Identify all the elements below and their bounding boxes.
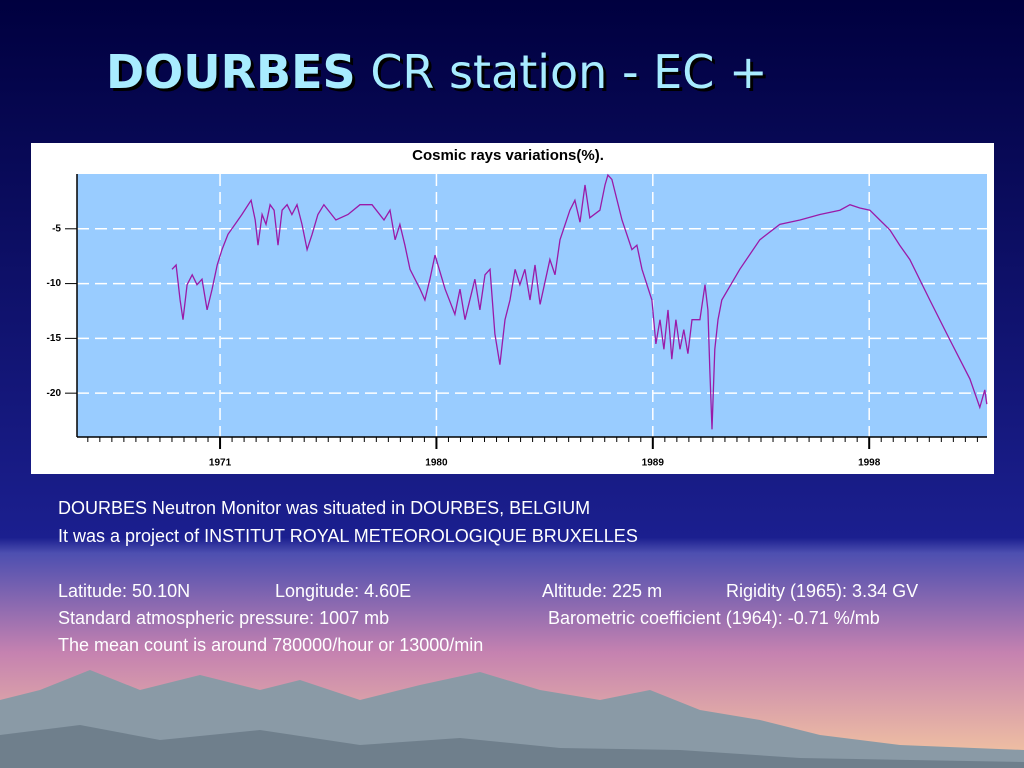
plot: -20 -15 -10 -5 1971 1980 1989 1998 — [47, 173, 988, 469]
title-shadow: DOURBES CR station - EC + — [109, 48, 771, 102]
coordinate: Longitude: 4.60E — [275, 581, 411, 601]
text-line: It was a project of INSTITUT ROYAL METEO… — [58, 526, 638, 546]
x-tick-label: 1989 — [642, 458, 665, 469]
y-tick-label: -15 — [47, 333, 62, 344]
chart-title: Cosmic rays variations(%). — [412, 147, 604, 164]
y-tick-label: -20 — [47, 388, 62, 399]
y-tick-label: -10 — [47, 278, 62, 289]
x-tick-label: 1980 — [425, 458, 448, 469]
x-tick-label: 1998 — [858, 458, 881, 469]
data-line — [171, 173, 988, 430]
title: DOURBES CR station - EC + — [106, 45, 768, 99]
pressure: Barometric coefficient (1964): -0.71 %/m… — [548, 608, 880, 628]
mean-count: The mean count is around 780000/hour or … — [58, 635, 483, 655]
coordinate: Rigidity (1965): 3.34 GV — [726, 581, 918, 601]
coordinate: Latitude: 50.10N — [58, 581, 190, 601]
plot-area — [77, 174, 987, 437]
mountains-front — [0, 725, 1024, 768]
coordinate: Altitude: 225 m — [542, 581, 662, 601]
y-tick-label: -5 — [52, 223, 61, 234]
pressure: Standard atmospheric pressure: 1007 mb — [58, 608, 389, 628]
text-line: DOURBES Neutron Monitor was situated in … — [58, 498, 590, 518]
x-tick-label: 1971 — [209, 458, 232, 469]
